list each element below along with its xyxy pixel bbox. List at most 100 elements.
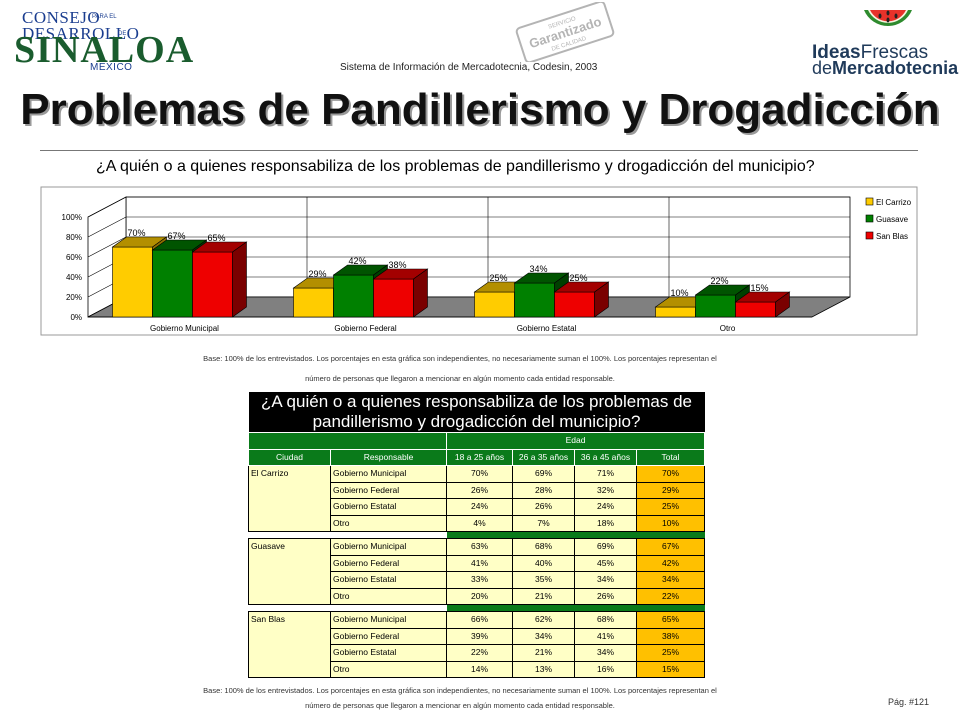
table-row: Gobierno Estatal 24% 26% 24% 25% [248, 498, 706, 516]
table-spacer-cell [330, 531, 447, 539]
table-group-blank [330, 432, 447, 449]
table-city-blank [248, 588, 331, 605]
table-row: Otro 14% 13% 16% 15% [248, 660, 706, 678]
bar-data-label: 29% [308, 269, 326, 279]
table-age-36-45-cell: 32% [574, 481, 637, 499]
table-row: Gobierno Estatal 22% 21% 34% 25% [248, 644, 706, 662]
logo-word-mercadotecnia: Mercadotecnia [832, 58, 959, 78]
table-age-18-25-cell: 20% [446, 587, 513, 605]
table-age-36-45-cell: 18% [574, 514, 637, 532]
table-header-total: Total [635, 448, 706, 466]
chart-note-line1: Base: 100% de los entrevistados. Los por… [203, 354, 717, 363]
table-age-36-45-cell: 45% [574, 554, 637, 572]
table-total-cell: 25% [635, 644, 706, 662]
chart-axis: 0% 20% 40% 60% 80% 100% Gobierno Municipal Gobi… [62, 213, 736, 333]
table-city-blank [248, 515, 331, 532]
table-responsable-cell: Gobierno Federal [330, 481, 447, 499]
table-spacer-row [248, 531, 705, 539]
table-header-responsable: Responsable [330, 448, 447, 466]
table-total-cell: 25% [635, 498, 706, 516]
legend-label: El Carrizo [876, 198, 912, 207]
table-spacer-cell [248, 531, 331, 539]
bar-data-label: 65% [207, 233, 225, 243]
quality-stamp: SERVICIO Garantizado DE CALIDAD [505, 0, 625, 64]
table-age-18-25-cell: 33% [446, 571, 513, 589]
system-caption: Sistema de Información de Mercadotecnia,… [340, 62, 598, 73]
legend-swatch [865, 231, 874, 240]
y-tick-label: 100% [62, 213, 82, 222]
logo-desarrollo-text: DESARROLLO [22, 24, 140, 43]
table-age-36-45-cell: 71% [574, 465, 637, 483]
table-age-18-25-cell: 66% [446, 611, 513, 629]
table-total-cell: 67% [635, 538, 706, 556]
table-age-26-35-cell: 40% [512, 554, 575, 572]
table-responsable-cell: Gobierno Federal [330, 554, 447, 572]
table-responsable-cell: Otro [330, 587, 447, 605]
logo-sinaloa-text: SINALOA [14, 29, 195, 71]
table-age-18-25-cell: 26% [446, 481, 513, 499]
table-age-18-25-cell: 24% [446, 498, 513, 516]
table-spacer-row [248, 604, 705, 612]
table-row: Otro 4% 7% 18% 10% [248, 514, 706, 532]
table-age-26-35-cell: 68% [512, 538, 575, 556]
table-spacer-cell [330, 604, 447, 612]
table-row: San Blas Gobierno Municipal 66% 62% 68% 65% [248, 611, 706, 629]
table-age-26-35-cell: 7% [512, 514, 575, 532]
table-city-blank [248, 498, 331, 515]
table-spacer-cell [636, 604, 705, 612]
table-total-cell: 34% [635, 571, 706, 589]
bar-data-label: 34% [529, 264, 547, 274]
bar-data-label: 42% [348, 256, 366, 266]
table-city-blank [248, 555, 331, 572]
table-age-36-45-cell: 34% [574, 571, 637, 589]
table-age-18-25-cell: 63% [446, 538, 513, 556]
table-city-blank [248, 571, 331, 588]
table-responsable-cell: Gobierno Federal [330, 627, 447, 645]
table-header-age-18-25: 18 a 25 años [446, 448, 513, 466]
logo-mexico-text: MEXICO [90, 62, 133, 73]
page-number: Pág. #121 [888, 697, 930, 707]
table-age-26-35-cell: 35% [512, 571, 575, 589]
bar [553, 281, 610, 318]
table-row: Gobierno Estatal 33% 35% 34% 34% [248, 571, 706, 589]
chart-question: ¿A quién o a quienes responsabiliza de l… [96, 158, 815, 175]
table-group-blank [248, 432, 331, 449]
logo-de-mercadotecnia: deMercadotecnia [812, 58, 958, 79]
table-spacer-cell [446, 604, 513, 612]
table-spacer-cell [574, 531, 637, 539]
table-title: ¿A quién o a quienes responsabiliza de l… [248, 392, 705, 433]
bar-data-label: 15% [750, 283, 768, 293]
chart-bars [111, 236, 791, 318]
table-spacer-cell [446, 531, 513, 539]
table-header-ciudad: Ciudad [248, 448, 331, 466]
table-age-18-25-cell: 39% [446, 627, 513, 645]
bar-chart: 70% 67% 65% 29% 42% 38% 25% 34% 25% 10% 22% 15% 0% 2… [40, 186, 918, 336]
logo-para-el-text: PARA EL [92, 14, 117, 20]
table-group-header: Edad [445, 432, 706, 450]
table-age-36-45-cell: 41% [574, 627, 637, 645]
y-tick-label: 60% [66, 253, 82, 262]
table-age-36-45-cell: 68% [574, 611, 637, 629]
table-city-blank [248, 482, 331, 499]
legend-label: Guasave [876, 215, 909, 224]
bar [372, 268, 429, 318]
legend-swatch [865, 214, 874, 223]
table-age-36-45-cell: 34% [574, 644, 637, 662]
table-age-36-45-cell: 26% [574, 587, 637, 605]
table-age-18-25-cell: 22% [446, 644, 513, 662]
table-responsable-cell: Gobierno Estatal [330, 571, 447, 589]
table-total-cell: 38% [635, 627, 706, 645]
bar-data-label: 38% [388, 260, 406, 270]
table-total-cell: 65% [635, 611, 706, 629]
table-total-cell: 10% [635, 514, 706, 532]
y-tick-label: 20% [66, 293, 82, 302]
bar-data-label: 70% [127, 228, 145, 238]
bar-data-label: 22% [710, 276, 728, 286]
codesin-logo: CONSEJO PARA EL DESARROLLO DE SINALOA ME… [8, 4, 193, 74]
table-responsable-cell: Gobierno Municipal [330, 611, 447, 629]
table-responsable-cell: Gobierno Estatal [330, 644, 447, 662]
table-spacer-cell [636, 531, 705, 539]
table-spacer-cell [512, 531, 575, 539]
table-total-cell: 22% [635, 587, 706, 605]
table-row: Gobierno Federal 39% 34% 41% 38% [248, 627, 706, 645]
